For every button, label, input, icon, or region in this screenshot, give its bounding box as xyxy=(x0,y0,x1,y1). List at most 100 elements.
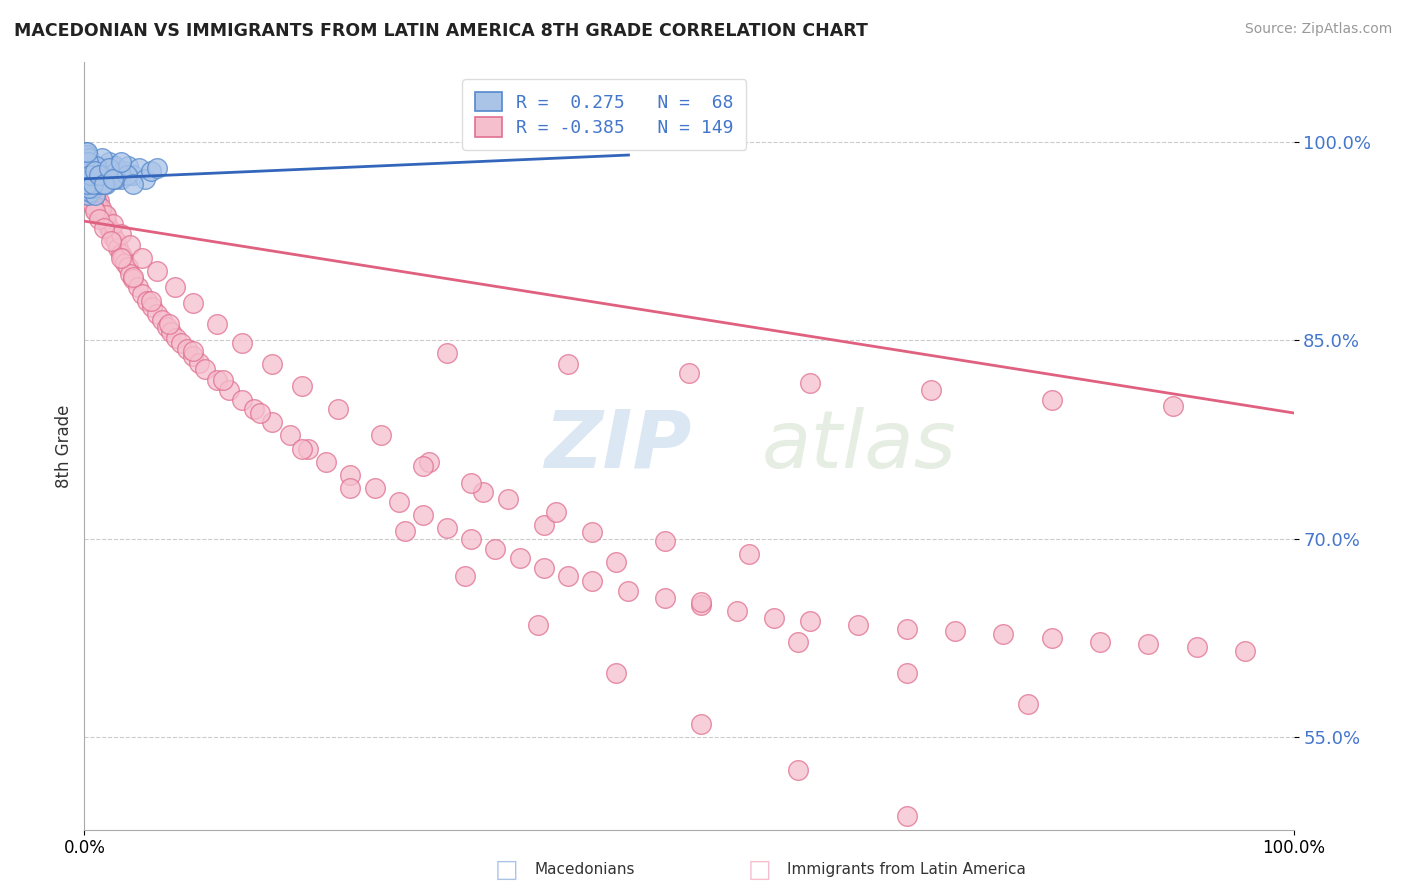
Point xyxy=(181,296,204,310)
Point xyxy=(97,154,120,169)
Point xyxy=(77,181,100,195)
Point xyxy=(87,194,110,209)
Point xyxy=(83,194,105,209)
Point xyxy=(544,505,567,519)
Point xyxy=(134,171,156,186)
Point xyxy=(388,494,411,508)
Point xyxy=(90,171,112,186)
Point xyxy=(93,177,115,191)
Point xyxy=(86,159,108,173)
Point xyxy=(77,181,100,195)
Point xyxy=(94,214,117,228)
Point xyxy=(896,666,918,681)
Point xyxy=(77,164,100,178)
Point xyxy=(291,379,314,393)
Point xyxy=(617,584,640,599)
Point xyxy=(738,548,761,562)
Point xyxy=(110,247,132,261)
Point xyxy=(242,401,264,416)
Point xyxy=(89,201,111,215)
Point xyxy=(84,174,107,188)
Point xyxy=(131,251,153,265)
Point xyxy=(104,234,127,248)
Point xyxy=(75,181,97,195)
Point xyxy=(654,591,676,606)
Point xyxy=(77,168,100,182)
Point xyxy=(115,168,138,182)
Point xyxy=(146,264,169,278)
Point xyxy=(1185,640,1208,654)
Point xyxy=(176,343,198,357)
Point xyxy=(454,568,477,582)
Point xyxy=(91,151,114,165)
Point xyxy=(472,485,495,500)
Point xyxy=(76,159,98,173)
Point xyxy=(97,161,120,176)
Point xyxy=(799,614,821,628)
Point xyxy=(76,177,98,191)
Point xyxy=(1088,634,1111,648)
Point xyxy=(91,208,114,222)
Point xyxy=(533,560,555,574)
Point xyxy=(799,376,821,390)
Point xyxy=(460,532,482,546)
Point xyxy=(84,201,107,215)
Point xyxy=(77,190,100,204)
Point xyxy=(150,313,173,327)
Point xyxy=(786,763,808,777)
Point xyxy=(527,617,550,632)
Point xyxy=(231,335,253,350)
Point xyxy=(690,716,713,731)
Point xyxy=(87,177,110,191)
Point xyxy=(943,624,966,639)
Text: atlas: atlas xyxy=(762,407,956,485)
Point xyxy=(103,217,125,231)
Point xyxy=(146,161,169,176)
Point xyxy=(121,177,143,191)
Point xyxy=(80,177,103,191)
Point xyxy=(79,185,101,199)
Point xyxy=(83,171,105,186)
Point xyxy=(80,168,103,182)
Point xyxy=(89,168,111,182)
Point xyxy=(84,164,107,178)
Text: Source: ZipAtlas.com: Source: ZipAtlas.com xyxy=(1244,22,1392,37)
Point xyxy=(100,164,122,178)
Point xyxy=(94,161,117,176)
Point xyxy=(436,346,458,360)
Point xyxy=(394,524,416,538)
Text: Macedonians: Macedonians xyxy=(534,863,634,877)
Point xyxy=(654,534,676,549)
Point xyxy=(76,185,98,199)
Point xyxy=(79,190,101,204)
Point xyxy=(1040,631,1063,645)
Point xyxy=(87,211,110,226)
Point xyxy=(110,251,132,265)
Point xyxy=(260,357,283,371)
Point xyxy=(846,617,869,632)
Point xyxy=(181,349,204,363)
Point xyxy=(82,198,104,212)
Point xyxy=(141,300,163,314)
Point xyxy=(117,260,139,275)
Point xyxy=(1017,697,1039,711)
Point xyxy=(87,203,110,218)
Point xyxy=(75,164,97,178)
Point xyxy=(112,164,135,178)
Point xyxy=(181,343,204,358)
Point xyxy=(77,151,100,165)
Point xyxy=(786,634,808,648)
Point xyxy=(82,171,104,186)
Point xyxy=(77,171,100,186)
Point xyxy=(278,428,301,442)
Point xyxy=(194,362,217,376)
Point xyxy=(83,181,105,195)
Point xyxy=(86,168,108,182)
Point xyxy=(79,174,101,188)
Point xyxy=(260,415,283,429)
Point xyxy=(363,481,385,495)
Point xyxy=(207,318,229,332)
Point xyxy=(896,809,918,823)
Point xyxy=(496,491,519,506)
Point xyxy=(297,442,319,456)
